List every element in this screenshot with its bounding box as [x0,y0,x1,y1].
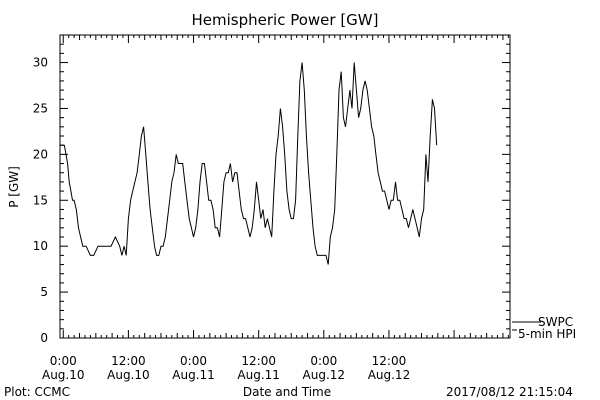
x-tick-label-date: Aug.10 [107,368,150,382]
legend-hpi-label: 5-min HPI [518,327,576,341]
footer-plot-credit: Plot: CCMC [4,385,70,399]
x-axis-label: Date and Time [243,385,331,399]
x-tick-label-date: Aug.11 [172,368,215,382]
x-axis: 0:00Aug.1012:00Aug.100:00Aug.1112:00Aug.… [42,35,509,382]
x-tick-label-time: 0:00 [310,354,337,368]
x-tick-label-time: 0:00 [180,354,207,368]
x-tick-label-time: 0:00 [50,354,77,368]
x-tick-label-date: Aug.12 [368,368,411,382]
plot-frame [59,34,511,339]
x-tick-label-date: Aug.10 [42,368,85,382]
y-tick-label: 25 [33,101,48,115]
y-tick-label: 0 [40,331,48,345]
x-tick-label-time: 12:00 [111,354,146,368]
x-tick-label-date: Aug.11 [237,368,280,382]
series-line-swpc [60,62,438,265]
y-tick-label: 20 [33,147,48,161]
chart-title: Hemispheric Power [GW] [192,11,379,29]
x-tick-label-date: Aug.12 [303,368,346,382]
legend: SWPC 5-min HPI [512,315,576,341]
x-tick-label-time: 12:00 [241,354,276,368]
footer-timestamp: 2017/08/12 21:15:04 [446,385,573,399]
legend-swpc-label: SWPC [538,315,573,329]
y-tick-label: 10 [33,239,48,253]
y-axis: 0 5 10 15 20 25 30 [33,34,510,345]
y-tick-label: 5 [40,285,48,299]
x-tick-label-time: 12:00 [372,354,407,368]
y-tick-label: 15 [33,193,48,207]
y-axis-label: P [GW] [7,166,21,208]
y-tick-label: 30 [33,56,48,70]
